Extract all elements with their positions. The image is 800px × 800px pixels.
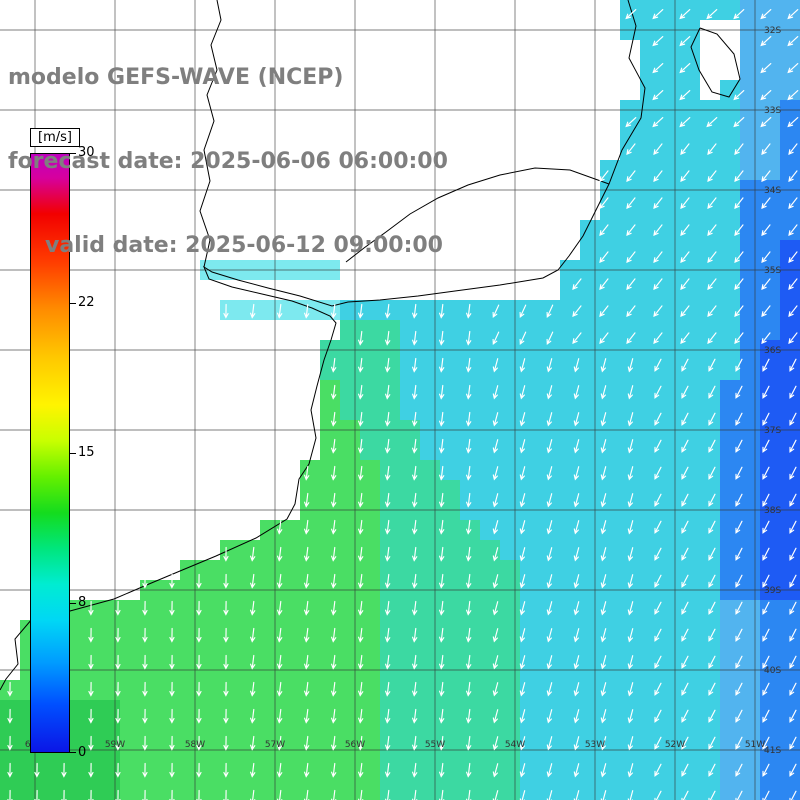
- lat-label: 41S: [764, 746, 781, 756]
- title-block: modelo GEFS-WAVE (NCEP) forecast date: 2…: [8, 8, 448, 316]
- coastline: [0, 0, 741, 691]
- lat-label: 36S: [764, 346, 781, 356]
- colorbar: [m/s] 30 22 15 8 0: [30, 126, 140, 760]
- lat-label: 38S: [764, 506, 781, 516]
- lon-label: 57W: [265, 740, 285, 750]
- lon-label: 51W: [745, 740, 765, 750]
- lat-label: 37S: [764, 426, 781, 436]
- colorbar-scale: 30 22 15 8 0: [30, 145, 140, 760]
- colorbar-tick-label: 22: [78, 295, 95, 310]
- lon-label: 58W: [185, 740, 205, 750]
- lon-label: 53W: [585, 740, 605, 750]
- lat-label: 39S: [764, 586, 781, 596]
- colorbar-tick-label: 8: [78, 595, 87, 610]
- lat-label: 32S: [764, 26, 781, 36]
- lat-label: 40S: [764, 666, 781, 676]
- colorbar-tick-label: 0: [78, 745, 87, 760]
- valid-date-label: valid date: 2025-06-12 09:00:00: [45, 233, 443, 258]
- lon-label: 59W: [105, 740, 125, 750]
- colorbar-tickmark: [70, 603, 76, 604]
- lat-label: 34S: [764, 186, 781, 196]
- lat-label: 35S: [764, 266, 781, 276]
- lon-label: 54W: [505, 740, 525, 750]
- colorbar-tick-label: 15: [78, 445, 95, 460]
- colorbar-tick-label: 30: [78, 145, 95, 160]
- lon-label: 52W: [665, 740, 685, 750]
- colorbar-tickmark: [70, 153, 76, 154]
- wind-arrows: [7, 9, 799, 800]
- colorbar-tickmark: [70, 453, 76, 454]
- forecast-date-label: forecast date: 2025-06-06 06:00:00: [8, 149, 448, 174]
- lon-label: 56W: [345, 740, 365, 750]
- colorbar-tickmark: [70, 303, 76, 304]
- colorbar-gradient: [30, 153, 70, 753]
- model-title: modelo GEFS-WAVE (NCEP): [8, 65, 344, 90]
- colorbar-unit-label: [m/s]: [30, 128, 80, 147]
- lon-label: 55W: [425, 740, 445, 750]
- lat-label: 33S: [764, 106, 781, 116]
- colorbar-tickmark: [70, 752, 76, 753]
